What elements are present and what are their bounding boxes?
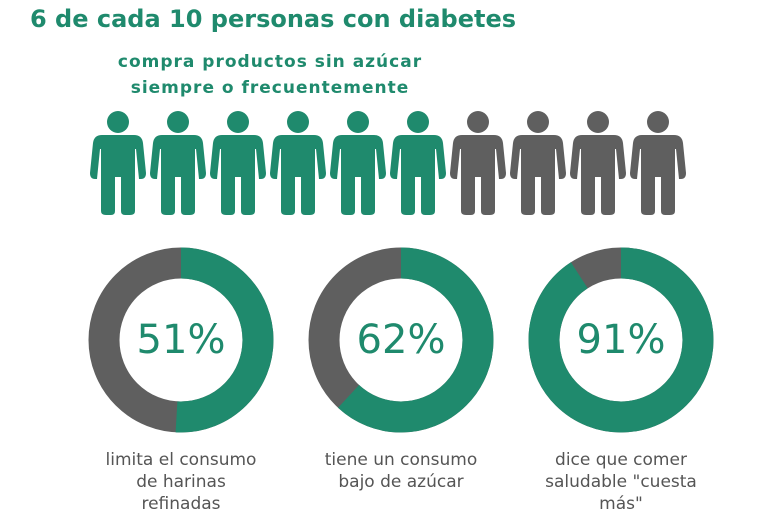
person-head [347, 111, 369, 133]
donut-arc [528, 247, 714, 433]
subtitle: compra productos sin azúcar [118, 52, 422, 72]
person-body [390, 135, 446, 215]
person-head [107, 111, 129, 133]
donut-label: 51% [137, 317, 226, 363]
person-head [167, 111, 189, 133]
caption: saludable "cuesta [545, 472, 697, 492]
person-body [450, 135, 506, 215]
person-head [287, 111, 309, 133]
person-head [407, 111, 429, 133]
person-body [630, 135, 686, 215]
caption: más" [599, 494, 643, 514]
person-body [330, 135, 386, 215]
caption: bajo de azúcar [338, 472, 463, 492]
caption: de harinas [136, 472, 226, 492]
caption: dice que comer [555, 450, 687, 470]
person-head [467, 111, 489, 133]
person-body [210, 135, 266, 215]
donut-arc [88, 247, 274, 433]
person-body [570, 135, 626, 215]
subtitle: siempre o frecuentemente [131, 78, 410, 98]
person-head [527, 111, 549, 133]
person-head [227, 111, 249, 133]
person-body [270, 135, 326, 215]
donut-arc [308, 247, 494, 433]
caption: refinadas [141, 494, 220, 514]
title: 6 de cada 10 personas con diabetes [30, 5, 516, 33]
caption: limita el consumo [106, 450, 257, 470]
caption: tiene un consumo [325, 450, 478, 470]
person-head [647, 111, 669, 133]
donut-label: 62% [357, 317, 446, 363]
donut-label: 91% [577, 317, 666, 363]
person-body [90, 135, 146, 215]
person-body [510, 135, 566, 215]
person-body [150, 135, 206, 215]
person-head [587, 111, 609, 133]
